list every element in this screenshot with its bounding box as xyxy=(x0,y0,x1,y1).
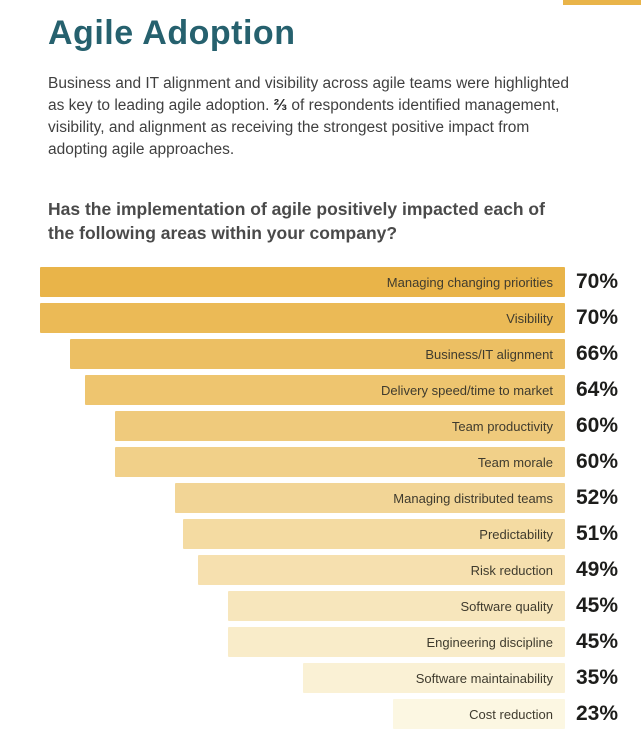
bar: Team productivity xyxy=(115,411,565,441)
bar-label: Team morale xyxy=(477,454,553,470)
bar: Managing distributed teams xyxy=(175,483,565,513)
two-thirds-fraction: ⅔ xyxy=(273,97,288,114)
chart-row: Engineering discipline 45% xyxy=(40,627,641,657)
bar-label: Managing distributed teams xyxy=(393,490,553,506)
bar-track: Predictability xyxy=(40,519,565,549)
bar-value: 52% xyxy=(576,486,619,509)
bar-chart: Managing changing priorities 70% Visibil… xyxy=(40,267,641,729)
bar-value: 49% xyxy=(576,558,619,581)
bar-label: Delivery speed/time to market xyxy=(381,382,553,398)
bar-track: Risk reduction xyxy=(40,555,565,585)
bar-track: Cost reduction xyxy=(40,699,565,729)
bar: Predictability xyxy=(182,519,565,549)
intro-text-before: Business and IT alignment and visibility… xyxy=(48,75,569,114)
top-accent-bar xyxy=(563,0,641,5)
bar: Cost reduction xyxy=(392,699,565,729)
bar-value: 51% xyxy=(576,522,619,545)
bar-track: Software quality xyxy=(40,591,565,621)
bar-track: Engineering discipline xyxy=(40,627,565,657)
chart-row: Software quality 45% xyxy=(40,591,641,621)
bar-label: Engineering discipline xyxy=(426,634,553,650)
bar: Business/IT alignment xyxy=(70,339,565,369)
bar-value: 45% xyxy=(576,630,619,653)
bar-value: 70% xyxy=(576,270,619,293)
chart-question: Has the implementation of agile positive… xyxy=(48,199,545,243)
bar-value: 64% xyxy=(576,378,619,401)
bar-label: Business/IT alignment xyxy=(425,346,553,362)
bar-label: Cost reduction xyxy=(469,706,553,722)
intro-text: Business and IT alignment and visibility… xyxy=(48,73,588,161)
bar-value: 66% xyxy=(576,342,619,365)
chart-row: Team productivity 60% xyxy=(40,411,641,441)
bar-value: 45% xyxy=(576,594,619,617)
bar-label: Visibility xyxy=(506,310,553,326)
bar-label: Software maintainability xyxy=(415,670,553,686)
bar-label: Risk reduction xyxy=(470,562,553,578)
bar-value: 23% xyxy=(576,702,619,725)
bar: Team morale xyxy=(115,447,565,477)
chart-row: Predictability 51% xyxy=(40,519,641,549)
chart-row: Team morale 60% xyxy=(40,447,641,477)
bar-value: 60% xyxy=(576,450,619,473)
bar-track: Business/IT alignment xyxy=(40,339,565,369)
chart-row: Business/IT alignment 66% xyxy=(40,339,641,369)
bar-label: Managing changing priorities xyxy=(386,274,553,290)
chart-row: Visibility 70% xyxy=(40,303,641,333)
bar-track: Team productivity xyxy=(40,411,565,441)
bar-track: Team morale xyxy=(40,447,565,477)
chart-row: Risk reduction 49% xyxy=(40,555,641,585)
bar-label: Team productivity xyxy=(451,418,553,434)
bar: Delivery speed/time to market xyxy=(85,375,565,405)
bar-label: Predictability xyxy=(479,526,553,542)
bar: Visibility xyxy=(40,303,565,333)
chart-row: Managing distributed teams 52% xyxy=(40,483,641,513)
bar: Engineering discipline xyxy=(227,627,565,657)
bar-track: Managing distributed teams xyxy=(40,483,565,513)
bar-track: Visibility xyxy=(40,303,565,333)
chart-row: Delivery speed/time to market 64% xyxy=(40,375,641,405)
chart-row: Managing changing priorities 70% xyxy=(40,267,641,297)
intro-text-after: of respondents identified management, vi… xyxy=(48,97,560,158)
bar: Managing changing priorities xyxy=(40,267,565,297)
bar-track: Managing changing priorities xyxy=(40,267,565,297)
bar: Software maintainability xyxy=(302,663,565,693)
bar-track: Software maintainability xyxy=(40,663,565,693)
chart-row: Cost reduction 23% xyxy=(40,699,641,729)
bar-label: Software quality xyxy=(460,598,554,614)
bar: Software quality xyxy=(227,591,565,621)
bar: Risk reduction xyxy=(197,555,565,585)
bar-value: 70% xyxy=(576,306,619,329)
chart-row: Software maintainability 35% xyxy=(40,663,641,693)
page-title: Agile Adoption xyxy=(48,14,296,52)
bar-value: 60% xyxy=(576,414,619,437)
bar-value: 35% xyxy=(576,666,619,689)
bar-track: Delivery speed/time to market xyxy=(40,375,565,405)
